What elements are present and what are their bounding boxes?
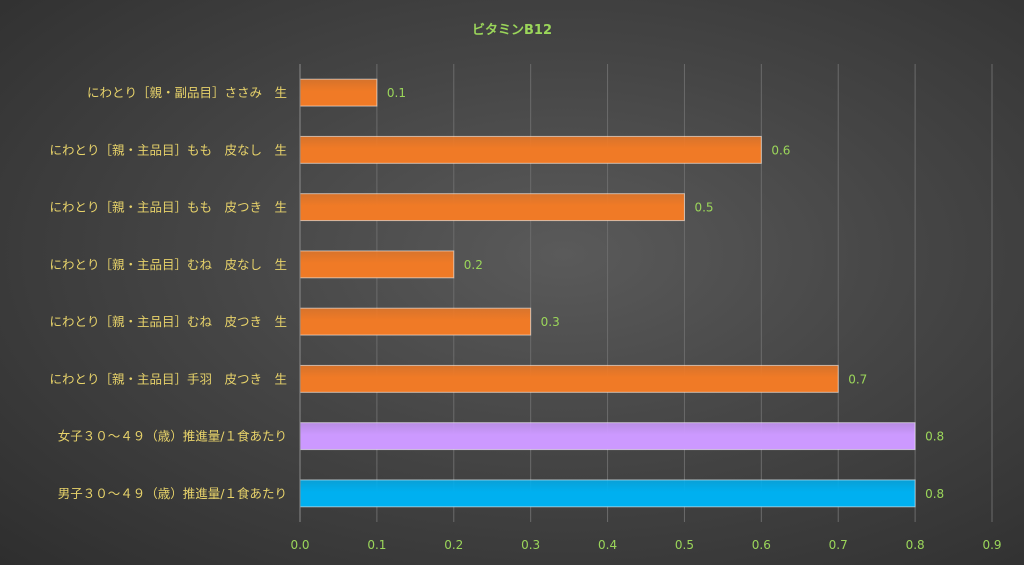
x-tick-label: 0.9 (982, 538, 1001, 552)
data-label: 0.3 (541, 315, 560, 329)
x-tick-label: 0.8 (906, 538, 925, 552)
bar (299, 250, 455, 279)
bar (299, 307, 532, 336)
bar (299, 364, 839, 393)
data-label: 0.1 (387, 86, 406, 100)
category-label: 男子３０～４９（歳）推進量/１食あたり (58, 486, 287, 501)
bars (299, 78, 916, 508)
category-label: にわとり［親・主品目］むね 皮なし 生 (49, 257, 287, 272)
x-tick-label: 0.5 (675, 538, 694, 552)
bar (299, 422, 916, 451)
x-tick-label: 0.3 (521, 538, 540, 552)
data-label: 0.8 (925, 487, 944, 501)
category-label: にわとり［親・主品目］手羽 皮つき 生 (49, 371, 287, 386)
category-label: にわとり［親・主品目］もも 皮なし 生 (49, 142, 287, 157)
data-labels: 0.1 0.6 0.5 0.2 0.3 0.7 0.8 0.8 (387, 86, 944, 501)
category-label: にわとり［親・副品目］ささみ 生 (87, 85, 287, 100)
data-label: 0.2 (464, 258, 483, 272)
bar (299, 78, 378, 107)
data-label: 0.5 (694, 201, 713, 215)
x-axis-tick-labels: 0.0 0.1 0.2 0.3 0.4 0.5 0.6 0.7 0.8 0.9 (290, 538, 1001, 552)
category-label: にわとり［親・主品目］むね 皮つき 生 (49, 314, 287, 329)
x-tick-label: 0.1 (367, 538, 386, 552)
category-label: 女子３０～４９（歳）推進量/１食あたり (58, 429, 287, 444)
category-label: にわとり［親・主品目］もも 皮つき 生 (49, 200, 287, 215)
data-label: 0.7 (848, 372, 867, 386)
bar (299, 479, 916, 508)
chart-title: ビタミンB12 (472, 22, 552, 38)
x-tick-label: 0.0 (290, 538, 309, 552)
data-label: 0.8 (925, 430, 944, 444)
bar (299, 193, 685, 222)
data-label: 0.6 (771, 143, 790, 157)
bar (299, 135, 762, 164)
x-tick-label: 0.4 (598, 538, 617, 552)
x-tick-label: 0.6 (752, 538, 771, 552)
x-tick-label: 0.2 (444, 538, 463, 552)
x-tick-label: 0.7 (829, 538, 848, 552)
gridlines (376, 64, 993, 522)
